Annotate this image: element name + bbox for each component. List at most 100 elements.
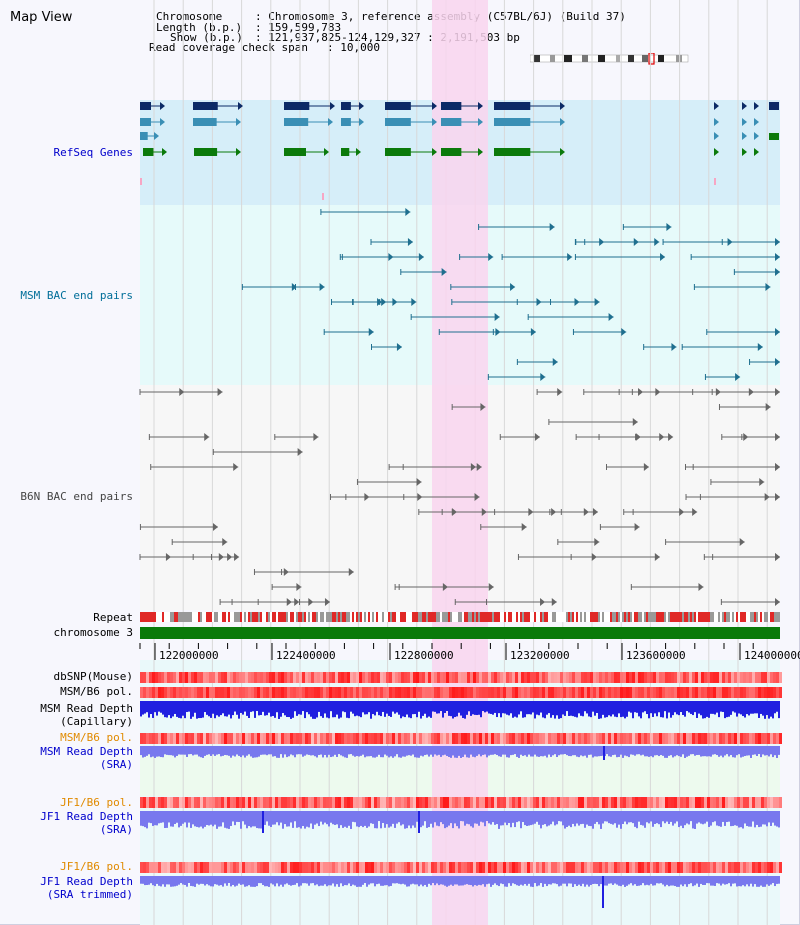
msm-depth-sra-bar — [190, 746, 192, 755]
jf1-pol-2-mark — [632, 862, 635, 873]
dbsnp-mark — [179, 672, 182, 683]
dbsnp-mark — [434, 672, 437, 683]
jf1-depth-bar — [232, 811, 234, 822]
msm-depth-capillary-bar — [338, 701, 340, 719]
msm-depth-sra-bar — [230, 746, 232, 758]
msm-depth-sra-bar — [372, 746, 374, 758]
jf1-pol-mark — [503, 797, 506, 808]
msm-b6-pol-2-mark — [326, 733, 329, 744]
repeat-mark — [510, 612, 512, 622]
jf1-trim-depth-bar — [226, 876, 228, 886]
jf1-depth-bar — [638, 811, 640, 822]
jf1-pol-mark — [323, 797, 326, 808]
msm-b6-pol-2-mark — [215, 733, 218, 744]
repeat-mark — [238, 612, 240, 622]
msm-b6-pol-2-mark — [200, 733, 203, 744]
msm-depth-capillary-bar — [458, 701, 460, 713]
jf1-depth-bar — [500, 811, 502, 826]
msm-b6-pol-2-mark — [353, 733, 356, 744]
jf1-trim-depth-bar — [146, 876, 148, 885]
msm-depth-capillary-bar — [236, 701, 238, 715]
jf1-trim-depth-bar — [242, 876, 244, 885]
jf1-trim-depth-bar — [464, 876, 466, 885]
msm-b6-pol-mark — [392, 687, 395, 698]
repeat-mark — [280, 612, 282, 622]
msm-b6-pol-2-mark — [140, 733, 143, 744]
msm-depth-sra-bar — [432, 746, 434, 757]
msm-b6-pol-mark — [173, 687, 176, 698]
dbsnp-mark — [230, 672, 233, 683]
msm-depth-capillary-bar — [772, 701, 774, 719]
msm-depth-sra-bar — [200, 746, 202, 758]
msm-b6-pol-mark — [188, 687, 191, 698]
jf1-depth-bar — [210, 811, 212, 825]
msm-depth-capillary-bar — [696, 701, 698, 718]
jf1-depth-bar — [224, 811, 226, 828]
jf1-trim-depth-bar — [686, 876, 688, 887]
jf1-pol-2-mark — [323, 862, 326, 873]
jf1-trim-depth-bar — [396, 876, 398, 884]
jf1-pol-2-mark — [719, 862, 722, 873]
msm-depth-capillary-bar — [608, 701, 610, 716]
jf1-trim-depth-bar — [738, 876, 740, 887]
jf1-pol-2-mark — [680, 862, 683, 873]
msm-depth-sra-bar — [236, 746, 238, 755]
jf1-trim-depth-bar — [286, 876, 288, 884]
jf1-depth-bar — [602, 811, 604, 824]
msm-b6-pol-mark — [596, 687, 599, 698]
jf1-pol-2-mark — [554, 862, 557, 873]
repeat-mark — [700, 612, 702, 622]
msm-b6-pol-mark — [239, 687, 242, 698]
jf1-pol-2-mark — [293, 862, 296, 873]
dbsnp-mark — [383, 672, 386, 683]
msm-b6-pol-mark — [653, 687, 656, 698]
msm-b6-pol-2-mark — [767, 733, 770, 744]
chromosome-ideogram[interactable] — [530, 53, 690, 65]
repeat-mark — [328, 612, 330, 622]
msm-depth-capillary-bar — [716, 701, 718, 713]
msm-depth-sra-bar — [648, 746, 650, 757]
msm-depth-capillary-bar — [308, 701, 310, 715]
msm-b6-pol-2-mark — [239, 733, 242, 744]
jf1-pol-2-mark — [758, 862, 761, 873]
repeat-mark — [648, 612, 650, 622]
msm-depth-capillary-bar — [532, 701, 534, 713]
msm-depth-capillary-bar — [340, 701, 342, 718]
dbsnp-mark — [674, 672, 677, 683]
msm-b6-pol-2-mark — [593, 733, 596, 744]
msm-depth-sra-bar — [552, 746, 554, 756]
jf1-pol-mark — [158, 797, 161, 808]
repeat-mark — [556, 612, 558, 622]
gene-exon — [284, 102, 310, 110]
jf1-pol-mark — [572, 797, 575, 808]
msm-b6-pol-mark — [464, 687, 467, 698]
jf1-trim-depth-bar — [194, 876, 196, 887]
msm-depth-sra-bar — [526, 746, 528, 757]
jf1-trim-depth-bar — [714, 876, 716, 886]
jf1-pol-mark — [350, 797, 353, 808]
jf1-depth-bar — [416, 811, 418, 822]
jf1-depth-bar — [582, 811, 584, 824]
dbsnp-mark — [473, 672, 476, 683]
msm-b6-pol-mark — [476, 687, 479, 698]
jf1-pol-mark — [455, 797, 458, 808]
msm-depth-sra-bar — [694, 746, 696, 756]
jf1-trim-depth-bar — [426, 876, 428, 887]
jf1-pol-mark — [317, 797, 320, 808]
jf1-trim-depth-bar — [268, 876, 270, 887]
jf1-pol-mark — [584, 797, 587, 808]
msm-depth-capillary-bar — [144, 701, 146, 714]
msm-depth-sra-bar — [252, 746, 254, 758]
repeat-mark — [368, 612, 370, 622]
repeat-mark — [426, 612, 428, 622]
jf1-trim-depth-bar — [272, 876, 274, 885]
msm-depth-capillary-bar — [300, 701, 302, 715]
msm-depth-capillary-bar — [352, 701, 354, 714]
msm-bac-pair-end — [621, 328, 627, 336]
b6n-bac-pair-end — [204, 433, 210, 441]
scale-tick-label: 122000000 — [159, 649, 219, 662]
repeat-mark — [680, 612, 682, 622]
msm-b6-pol-mark — [395, 687, 398, 698]
repeat-mark — [546, 612, 548, 622]
